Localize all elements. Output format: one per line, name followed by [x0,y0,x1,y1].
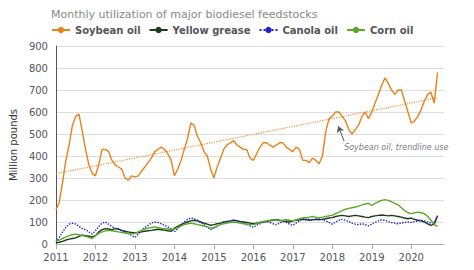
svg-text:2012: 2012 [83,252,108,263]
svg-text:200: 200 [29,195,48,206]
svg-text:Soybean oil: Soybean oil [75,25,141,36]
svg-text:0: 0 [42,239,48,250]
svg-text:800: 800 [29,63,48,74]
svg-text:2016: 2016 [241,252,266,263]
svg-text:Yellow grease: Yellow grease [172,25,251,36]
svg-text:2015: 2015 [201,252,226,263]
svg-text:400: 400 [29,151,48,162]
svg-text:Corn oil: Corn oil [370,25,413,36]
svg-text:500: 500 [29,129,48,140]
svg-text:2014: 2014 [162,252,187,263]
svg-text:900: 900 [29,41,48,52]
svg-text:100: 100 [29,217,48,228]
svg-text:Monthly utilization of major b: Monthly utilization of major biodiesel f… [51,8,318,21]
svg-text:2011: 2011 [43,252,68,263]
svg-text:2019: 2019 [359,252,384,263]
svg-text:300: 300 [29,173,48,184]
svg-text:Canola oil: Canola oil [283,25,338,36]
svg-text:2013: 2013 [122,252,147,263]
svg-text:Soybean oil, trendline use: Soybean oil, trendline use [344,143,448,152]
svg-text:600: 600 [29,107,48,118]
svg-text:2017: 2017 [280,252,305,263]
svg-text:2020: 2020 [399,252,424,263]
svg-text:700: 700 [29,85,48,96]
svg-text:Million pounds: Million pounds [8,109,19,181]
svg-text:2018: 2018 [320,252,345,263]
